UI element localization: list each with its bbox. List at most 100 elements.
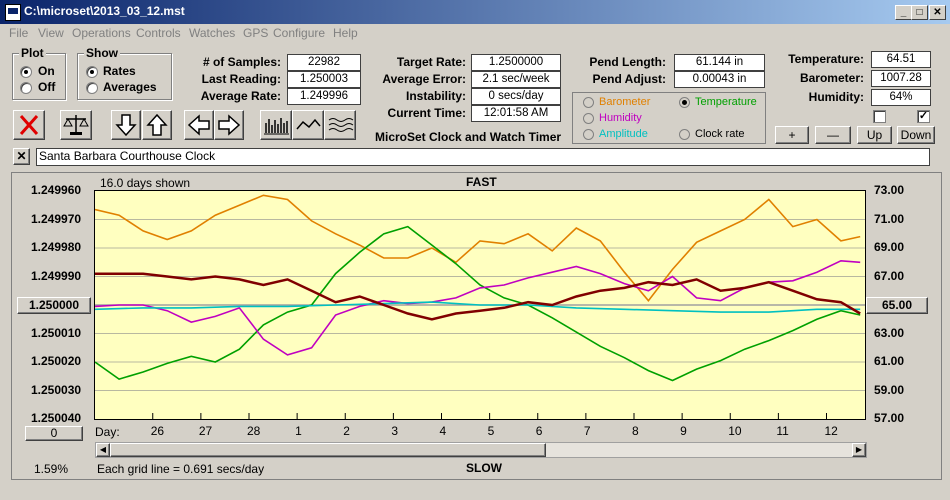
wave-button[interactable] [324, 110, 356, 140]
y-right-tick: 71.00 [874, 211, 905, 226]
checkbox-right[interactable]: ✓ [917, 110, 930, 123]
window-title: C:\microset\2013_03_12.mst [24, 4, 185, 18]
grid-note: Each grid line = 0.691 secs/day [97, 462, 265, 476]
barometer-radio[interactable] [583, 97, 594, 108]
center-temperature-button[interactable]: 65.00 [866, 297, 928, 314]
fast-label: FAST [466, 175, 497, 189]
menu-view[interactable]: View [38, 26, 64, 40]
show-group-title: Show [84, 46, 120, 60]
y-right-tick: 69.00 [874, 240, 905, 254]
clear-button[interactable] [13, 110, 45, 140]
temperature-radio[interactable] [679, 97, 690, 108]
x-tick-label: 28 [247, 424, 261, 438]
scale-up-button[interactable]: Up [857, 126, 892, 144]
samples-field: 22982 [287, 54, 361, 71]
close-clock-button[interactable]: ✕ [13, 148, 30, 165]
barometer-label: Barometer: [799, 71, 864, 85]
target-rate-label: Target Rate: [396, 55, 466, 69]
scroll-thumb[interactable] [110, 443, 546, 457]
close-button[interactable]: ✕ [929, 5, 946, 20]
x-tick-label: 9 [680, 424, 687, 438]
down-arrow-button[interactable] [111, 110, 141, 140]
bars-button[interactable] [260, 110, 292, 140]
chart-panel [11, 172, 942, 480]
app-icon [5, 4, 21, 21]
x-tick-label: 6 [535, 424, 543, 438]
x-tick-label: 12 [824, 424, 838, 438]
arrow-left-icon [187, 114, 210, 136]
current-time-label: Current Time: [387, 106, 466, 120]
title-bar: C:\microset\2013_03_12.mst _ □ ✕ [0, 0, 950, 24]
scroll-left-button[interactable]: ◀ [96, 443, 110, 457]
slow-label: SLOW [466, 461, 502, 475]
show-rates-label: Rates [103, 64, 136, 78]
center-rate-button[interactable]: 1.250000 [17, 297, 91, 314]
menu-configure[interactable]: Configure [273, 26, 326, 40]
y-right-tick: 61.00 [874, 354, 905, 368]
average-error-field: 2.1 sec/week [471, 71, 561, 88]
scale-minus-button[interactable]: — [815, 126, 851, 144]
menu-operations[interactable]: Operations [72, 26, 131, 40]
up-arrow-button[interactable] [142, 110, 172, 140]
menu-help[interactable]: Help [333, 26, 358, 40]
scale-plus-button[interactable]: + [775, 126, 809, 144]
y-left-tick: 1.249990 [31, 268, 82, 283]
clock-rate-radio[interactable] [679, 129, 690, 140]
x-tick-label: 10 [728, 424, 742, 438]
show-averages-radio[interactable] [86, 82, 98, 94]
amplitude-radio[interactable] [583, 129, 594, 140]
menu-bar: File View Operations Controls Watches GP… [0, 24, 950, 42]
series-temperature [94, 225, 861, 382]
arrow-right-icon [218, 114, 241, 136]
y-right-tick: 73.00 [874, 183, 905, 197]
menu-gps[interactable]: GPS [243, 26, 269, 40]
series-clock-rate [95, 272, 861, 321]
temperature-option-label: Temperature [695, 96, 757, 108]
x-tick-label: 8 [632, 424, 639, 438]
offset-button[interactable]: 0 [25, 426, 83, 441]
arrow-up-icon [146, 113, 168, 136]
average-rate-field: 1.249996 [287, 88, 361, 105]
day-axis-label: Day: [95, 425, 120, 439]
balance-button[interactable] [60, 110, 92, 140]
plot-area[interactable] [94, 190, 866, 420]
clock-name-field[interactable]: Santa Barbara Courthouse Clock [36, 148, 930, 166]
plot-off-radio[interactable] [20, 82, 32, 94]
menu-file[interactable]: File [9, 26, 29, 40]
chart-scrollbar[interactable]: ◀ ▶ [95, 442, 867, 458]
humidity-label: Humidity: [808, 90, 864, 104]
y-right-tick: 57.00 [874, 411, 905, 425]
y-left-tick: 1.249970 [31, 211, 82, 226]
maximize-button[interactable]: □ [911, 5, 928, 20]
sensor-select-group: Barometer Temperature Humidity Amplitude… [572, 92, 766, 144]
humidity-option-label: Humidity [599, 112, 642, 124]
plot-on-label: On [38, 64, 55, 78]
scale-balance-icon [63, 115, 89, 135]
arrow-down-icon [115, 114, 137, 137]
x-tick-label: 2 [343, 424, 350, 438]
y-right-tick: 67.00 [874, 268, 905, 283]
humidity-radio[interactable] [583, 113, 594, 124]
scroll-right-button[interactable]: ▶ [852, 443, 866, 457]
plot-on-radio[interactable] [20, 66, 32, 78]
instability-label: Instability: [405, 89, 466, 103]
checkbox-left[interactable] [873, 110, 886, 123]
wave-icon [328, 118, 354, 132]
app-caption: MicroSet Clock and Watch Timer [375, 130, 562, 144]
line-graph-icon [296, 118, 321, 130]
line-button[interactable] [292, 110, 324, 140]
show-rates-radio[interactable] [86, 66, 98, 78]
menu-watches[interactable]: Watches [189, 26, 236, 40]
instability-field: 0 secs/day [471, 88, 561, 105]
y-left-tick: 1.250010 [31, 325, 82, 340]
average-rate-label: Average Rate: [200, 89, 281, 103]
last-reading-label: Last Reading: [201, 72, 281, 86]
left-arrow-button[interactable] [184, 110, 214, 140]
minimize-button[interactable]: _ [895, 5, 912, 20]
x-tick-label: 1 [295, 424, 302, 438]
menu-controls[interactable]: Controls [136, 26, 181, 40]
scale-down-button[interactable]: Down [897, 126, 935, 144]
series-amplitude [94, 301, 861, 313]
y-left-tick: 1.250030 [31, 382, 82, 397]
right-arrow-button[interactable] [214, 110, 244, 140]
